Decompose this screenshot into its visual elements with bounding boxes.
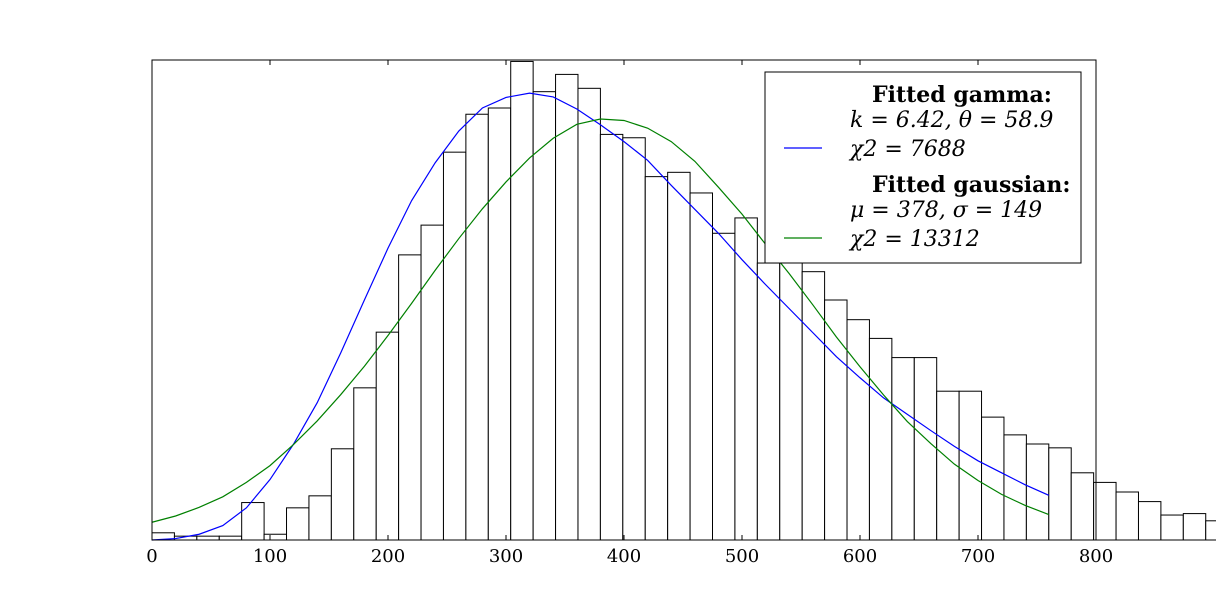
legend-gaussian-chi: χ2 = 13312 <box>848 227 980 252</box>
histogram-bar <box>286 507 310 541</box>
histogram-bar <box>487 107 512 541</box>
histogram-bar <box>375 331 400 541</box>
x-tick-label: 600 <box>843 546 877 567</box>
gamma-fit-line <box>151 92 1050 541</box>
histogram-bar <box>555 73 579 541</box>
histogram-bar <box>1003 434 1027 541</box>
histogram-bar <box>577 87 601 541</box>
histogram-bar <box>465 113 489 541</box>
fit-curves <box>151 92 1050 541</box>
histogram-bar <box>510 60 534 541</box>
histogram-bar <box>667 171 691 541</box>
histogram-bar <box>263 533 288 541</box>
histogram-bar <box>644 176 669 541</box>
x-tick-label: 500 <box>725 546 759 567</box>
histogram-bar <box>532 91 557 541</box>
histogram-bar <box>779 251 803 541</box>
histogram-bar <box>622 137 646 541</box>
histogram-bar <box>308 495 332 541</box>
histogram-bar <box>330 448 355 541</box>
histogram-bar <box>1115 491 1139 541</box>
legend-gamma-title: Fitted gamma: <box>872 82 1052 108</box>
histogram-bars <box>151 60 1216 541</box>
histogram-bar <box>218 535 243 541</box>
histogram-bar <box>1025 443 1050 541</box>
legend-gamma-chi: χ2 = 7688 <box>848 137 966 162</box>
legend-box <box>764 71 1082 264</box>
histogram-bar <box>689 192 714 541</box>
histogram-bar <box>420 224 444 541</box>
legend-gamma-params: k = 6.42, θ = 58.9 <box>850 108 1053 133</box>
x-tick-label: 400 <box>607 546 641 567</box>
legend-gaussian-params: μ = 378, σ = 149 <box>850 198 1042 223</box>
histogram-bar <box>981 416 1005 541</box>
x-tick-label: 800 <box>1079 546 1113 567</box>
histogram-bar <box>1093 481 1117 541</box>
histogram-bar <box>1205 520 1216 541</box>
histogram-bar <box>1160 514 1184 541</box>
histogram-bar <box>734 217 758 541</box>
x-axis-ticks: 0 100 200 300 400 500 600 700 800 <box>146 60 1113 567</box>
histogram-bar <box>1070 472 1095 541</box>
histogram-bar <box>398 254 422 541</box>
histogram-bar <box>1137 501 1162 541</box>
histogram-bar <box>1182 513 1207 541</box>
legend-gaussian-title: Fitted gaussian: <box>872 172 1070 198</box>
histogram-bar <box>913 357 938 541</box>
histogram-bar <box>599 133 624 541</box>
histogram-bar <box>353 387 377 541</box>
histogram-bar <box>756 262 781 541</box>
histogram-bar <box>891 357 915 541</box>
histogram-bar <box>442 151 467 541</box>
histogram-bar <box>868 337 893 541</box>
x-tick-label: 700 <box>961 546 995 567</box>
x-tick-label: 300 <box>489 546 523 567</box>
x-tick-label: 100 <box>253 546 287 567</box>
histogram-bar <box>196 535 220 541</box>
legend: Fitted gamma: k = 6.42, θ = 58.9 χ2 = 76… <box>764 71 1082 264</box>
histogram-bar <box>958 390 983 541</box>
x-tick-label: 0 <box>146 546 157 567</box>
histogram-bar <box>1048 447 1072 541</box>
histogram-bar <box>846 319 870 541</box>
x-tick-label: 200 <box>371 546 405 567</box>
gaussian-fit-line <box>151 118 1050 523</box>
histogram-bar <box>801 271 826 541</box>
histogram-bar <box>712 232 736 541</box>
